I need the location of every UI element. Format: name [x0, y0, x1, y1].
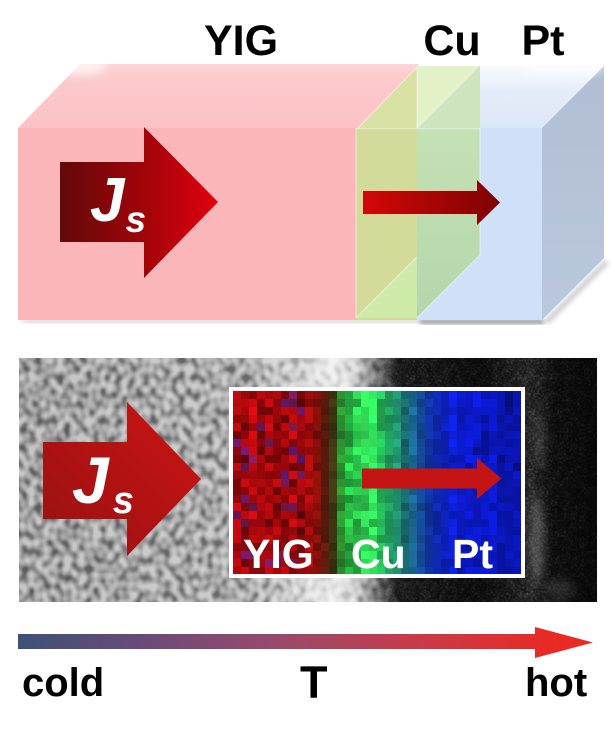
svg-text:YIG: YIG — [204, 17, 278, 65]
svg-text:cold: cold — [22, 661, 104, 705]
svg-text:Cu: Cu — [423, 17, 480, 65]
svg-text:Pt: Pt — [452, 531, 493, 577]
svg-text:T: T — [300, 657, 328, 708]
svg-text:Pt: Pt — [522, 17, 565, 65]
svg-text:hot: hot — [525, 661, 587, 705]
svg-text:Cu: Cu — [351, 531, 406, 577]
svg-text:YIG: YIG — [243, 531, 314, 577]
